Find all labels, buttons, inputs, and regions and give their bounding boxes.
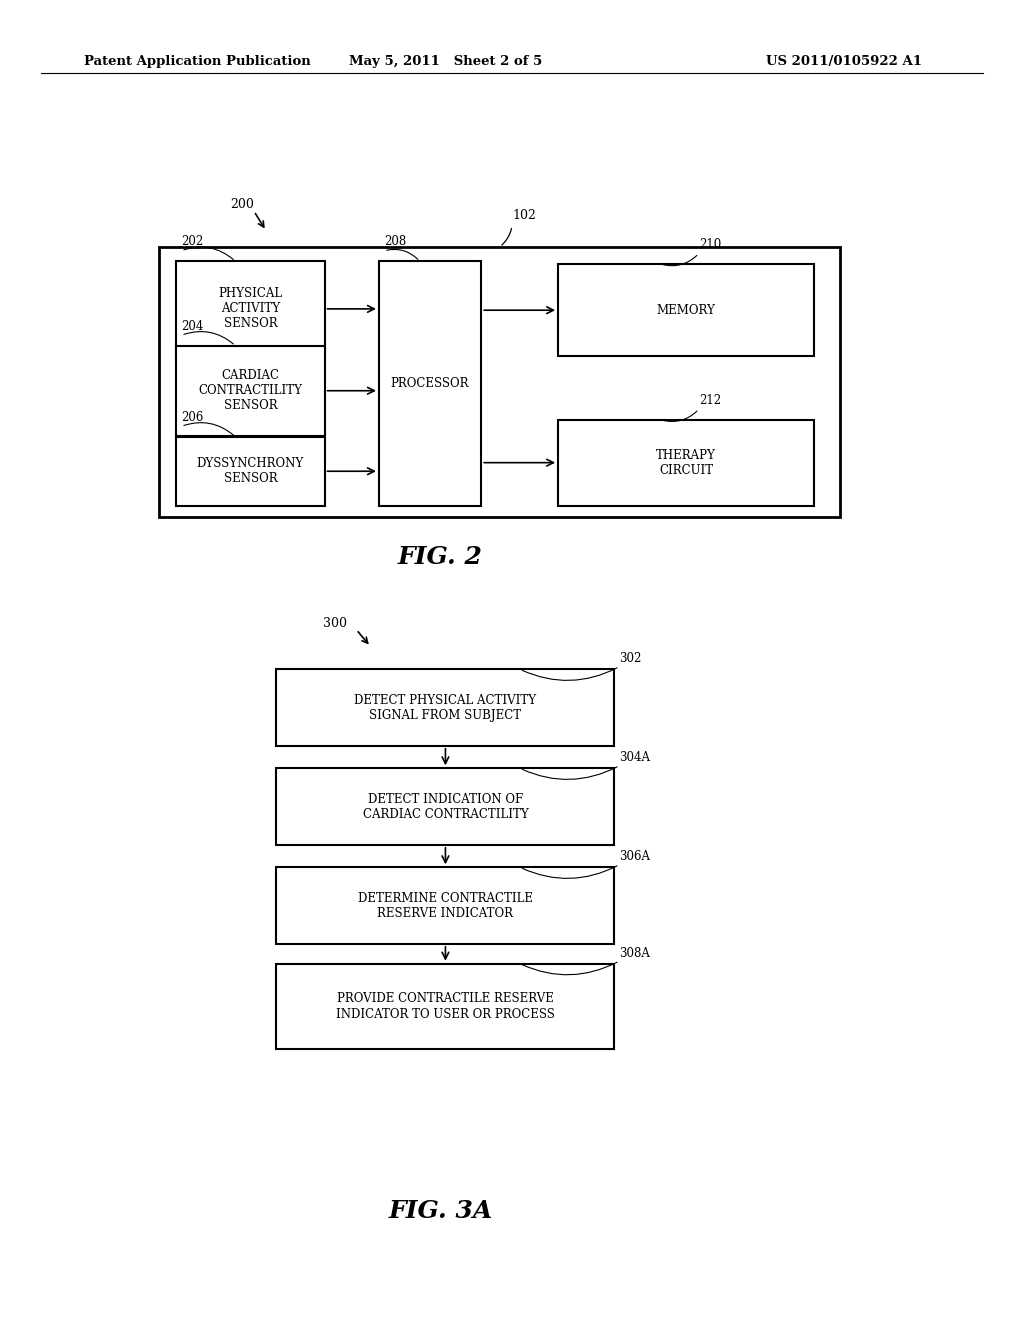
Text: 200: 200 (230, 198, 254, 211)
Text: 208: 208 (384, 235, 407, 248)
Text: Patent Application Publication: Patent Application Publication (84, 55, 310, 69)
Text: 308A: 308A (620, 946, 650, 960)
Text: 306A: 306A (620, 850, 650, 863)
Bar (159, 247, 840, 517)
Text: FIG. 2: FIG. 2 (398, 545, 482, 569)
Text: DYSSYNCHRONY
SENSOR: DYSSYNCHRONY SENSOR (197, 457, 304, 486)
Text: PROCESSOR: PROCESSOR (391, 378, 469, 389)
Text: 202: 202 (181, 235, 204, 248)
Text: PROVIDE CONTRACTILE RESERVE
INDICATOR TO USER OR PROCESS: PROVIDE CONTRACTILE RESERVE INDICATOR TO… (336, 993, 555, 1020)
Bar (558, 264, 814, 356)
Bar (176, 437, 325, 506)
Text: May 5, 2011   Sheet 2 of 5: May 5, 2011 Sheet 2 of 5 (349, 55, 542, 69)
Bar (276, 768, 614, 845)
Text: 212: 212 (699, 393, 721, 407)
Text: DETECT PHYSICAL ACTIVITY
SIGNAL FROM SUBJECT: DETECT PHYSICAL ACTIVITY SIGNAL FROM SUB… (354, 693, 537, 722)
Text: THERAPY
CIRCUIT: THERAPY CIRCUIT (656, 449, 716, 477)
Text: US 2011/0105922 A1: US 2011/0105922 A1 (766, 55, 922, 69)
Bar (558, 420, 814, 506)
Text: 102: 102 (512, 209, 536, 222)
Text: DETECT INDICATION OF
CARDIAC CONTRACTILITY: DETECT INDICATION OF CARDIAC CONTRACTILI… (362, 792, 528, 821)
Bar (276, 867, 614, 944)
Bar (379, 261, 481, 506)
Text: 204: 204 (181, 319, 204, 333)
Text: DETERMINE CONTRACTILE
RESERVE INDICATOR: DETERMINE CONTRACTILE RESERVE INDICATOR (358, 891, 532, 920)
Text: 210: 210 (699, 238, 721, 251)
Text: CARDIAC
CONTRACTILITY
SENSOR: CARDIAC CONTRACTILITY SENSOR (199, 370, 302, 412)
Bar (176, 346, 325, 436)
Text: 302: 302 (620, 652, 642, 665)
Bar (276, 964, 614, 1049)
Text: PHYSICAL
ACTIVITY
SENSOR: PHYSICAL ACTIVITY SENSOR (218, 288, 283, 330)
Bar (276, 669, 614, 746)
Text: FIG. 3A: FIG. 3A (388, 1199, 493, 1222)
Text: 300: 300 (323, 616, 346, 630)
Text: 206: 206 (181, 411, 204, 424)
Text: 304A: 304A (620, 751, 650, 764)
Text: MEMORY: MEMORY (656, 304, 716, 317)
Bar (176, 261, 325, 356)
